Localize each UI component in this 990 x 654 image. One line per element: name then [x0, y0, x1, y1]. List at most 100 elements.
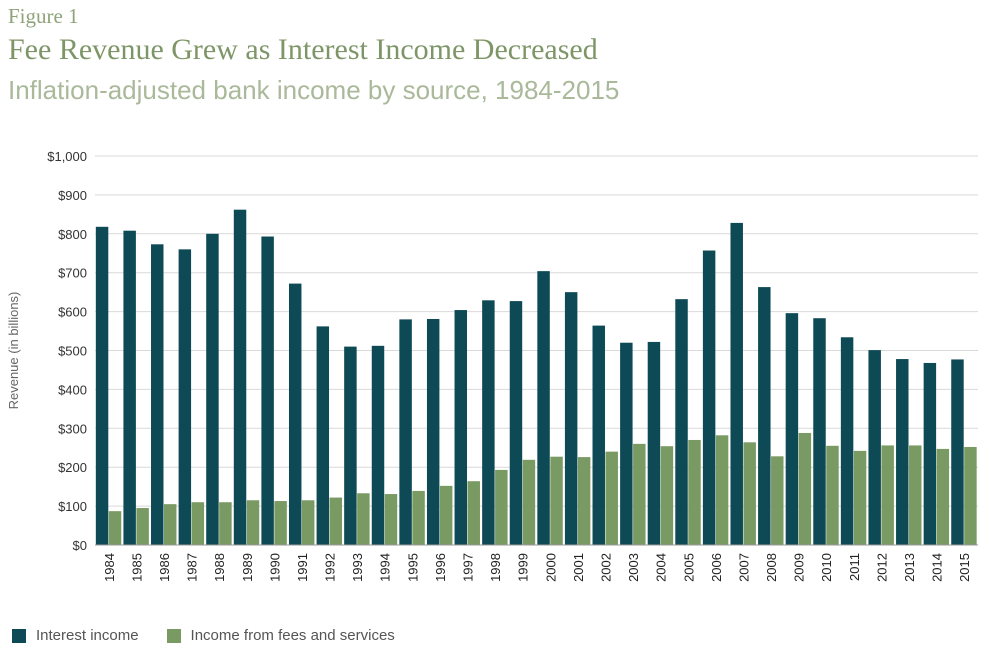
- bar-fees-1996: [439, 485, 453, 545]
- bar-interest-1990: [261, 236, 274, 545]
- y-tick-label: $0: [73, 538, 87, 553]
- x-tick-label: 1994: [378, 553, 393, 582]
- x-tick-label: 2009: [792, 553, 807, 582]
- x-tick-label: 1997: [461, 553, 476, 582]
- bar-fees-2014: [936, 448, 950, 545]
- x-tick-label: 2013: [902, 553, 917, 582]
- x-tick-label: 2011: [847, 553, 862, 581]
- x-tick-label: 2008: [764, 553, 779, 582]
- bar-interest-1994: [371, 345, 385, 545]
- x-tick-label: 2004: [654, 553, 669, 582]
- bar-fees-1995: [412, 490, 425, 545]
- bar-fees-2000: [550, 456, 563, 545]
- y-tick-label: $700: [58, 266, 87, 281]
- bar-interest-2002: [592, 325, 605, 545]
- y-tick-label: $1,000: [47, 149, 87, 164]
- y-tick-label: $800: [58, 227, 87, 242]
- x-tick-label: 1984: [102, 553, 117, 582]
- figure-label: Figure 1: [8, 4, 79, 28]
- bar-interest-1988: [206, 233, 219, 546]
- legend: Interest income Income from fees and ser…: [12, 627, 423, 644]
- bar-interest-2010: [813, 318, 826, 545]
- bar-interest-1985: [123, 230, 136, 546]
- bar-interest-2013: [896, 359, 909, 545]
- legend-swatch-interest: [12, 628, 26, 643]
- bar-fees-2013: [909, 445, 922, 545]
- x-tick-label: 2010: [819, 553, 834, 582]
- x-tick-label: 1986: [157, 553, 172, 582]
- bar-interest-2015: [951, 359, 964, 545]
- bar-interest-2014: [923, 362, 937, 545]
- bar-interest-2005: [675, 299, 688, 545]
- bar-interest-1993: [344, 346, 357, 545]
- bar-interest-2009: [785, 313, 799, 545]
- x-tick-label: 1998: [488, 553, 503, 582]
- bar-interest-1984: [95, 226, 109, 545]
- legend-label-fees: Income from fees and services: [190, 627, 395, 644]
- bar-interest-2004: [647, 341, 661, 545]
- x-tick-label: 2012: [874, 553, 889, 582]
- bar-interest-1986: [151, 244, 164, 546]
- legend-swatch-fees: [166, 628, 181, 643]
- y-tick-label: $600: [58, 305, 87, 320]
- bar-interest-1997: [454, 310, 468, 545]
- bar-interest-2000: [537, 271, 550, 545]
- y-axis-label: Revenue (in billions): [6, 292, 21, 410]
- bar-fees-2006: [715, 435, 729, 545]
- bar-fees-1997: [467, 481, 480, 545]
- bar-fees-2008: [771, 456, 784, 545]
- bar-fees-1986: [163, 504, 177, 545]
- bar-fees-2002: [605, 451, 618, 545]
- chart-title: Fee Revenue Grew as Interest Income Decr…: [8, 33, 598, 66]
- bar-interest-1989: [233, 209, 247, 545]
- bar-fees-1984: [108, 511, 122, 545]
- bar-fees-1999: [522, 459, 536, 545]
- x-tick-label: 2005: [681, 553, 696, 582]
- bar-fees-2010: [826, 445, 839, 545]
- bar-fees-2015: [964, 446, 977, 545]
- bar-fees-1994: [384, 494, 398, 545]
- x-tick-label: 1996: [433, 553, 448, 582]
- bar-fees-2009: [798, 432, 812, 545]
- bar-interest-1995: [399, 319, 412, 545]
- legend-item-fees: Income from fees and services: [166, 627, 395, 644]
- chart-subtitle: Inflation-adjusted bank income by source…: [8, 75, 620, 105]
- legend-label-interest: Interest income: [36, 627, 139, 644]
- bar-fees-2005: [688, 439, 701, 545]
- x-tick-label: 1987: [185, 553, 200, 582]
- y-tick-label: $100: [58, 499, 87, 514]
- x-tick-label: 2015: [957, 553, 972, 582]
- bar-fees-2003: [633, 443, 646, 545]
- x-tick-label: 2001: [571, 553, 586, 582]
- y-tick-label: $200: [58, 460, 87, 475]
- bar-interest-2011: [840, 337, 854, 545]
- bar-fees-1998: [495, 469, 508, 545]
- bar-interest-2012: [868, 350, 881, 545]
- bar-fees-1989: [246, 500, 260, 545]
- bar-interest-2007: [730, 222, 743, 545]
- x-tick-label: 2007: [736, 553, 751, 582]
- bar-fees-1988: [219, 502, 232, 545]
- bar-interest-2001: [564, 292, 578, 545]
- bar-interest-1996: [426, 318, 440, 545]
- x-tick-label: 1993: [350, 553, 365, 582]
- x-tick-label: 2006: [709, 553, 724, 582]
- bar-fees-1993: [357, 493, 370, 545]
- bar-fees-2004: [660, 446, 674, 545]
- x-tick-label: 1989: [240, 553, 255, 582]
- bar-fees-1985: [136, 508, 149, 545]
- bar-fees-1990: [274, 501, 287, 545]
- bar-fees-2011: [853, 450, 867, 545]
- x-tick-label: 1999: [516, 553, 531, 582]
- x-tick-label: 1988: [212, 553, 227, 582]
- x-tick-label: 2003: [626, 553, 641, 582]
- x-tick-label: 1990: [267, 553, 282, 582]
- bar-interest-1998: [482, 300, 495, 545]
- bar-fees-2012: [881, 445, 894, 545]
- bar-fees-1987: [191, 502, 205, 545]
- x-tick-label: 1995: [405, 553, 420, 582]
- y-tick-label: $900: [58, 188, 87, 203]
- bar-fees-2001: [577, 457, 591, 545]
- x-tick-label: 2002: [598, 553, 613, 582]
